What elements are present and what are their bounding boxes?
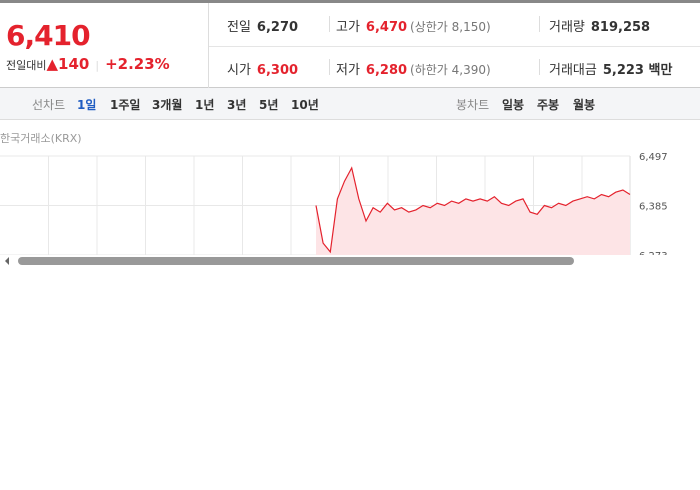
stat-label: 저가 xyxy=(336,63,360,78)
stat-value: 6,270 xyxy=(256,20,299,35)
y-tick-label: 6,385 xyxy=(639,202,668,213)
separator xyxy=(329,16,330,32)
scrollbar[interactable] xyxy=(0,255,700,268)
area xyxy=(316,167,630,255)
stat: 거래대금 5,223 백만 xyxy=(549,59,672,78)
scroll-left[interactable] xyxy=(5,257,9,265)
tab-bar: 선차트 1일 1주일 3개월 1년 3년 5년 10년 봉차트 일봉 주봉 월봉 xyxy=(0,88,700,120)
stat-value: 819,258 xyxy=(590,20,651,35)
stat-label: 거래량 xyxy=(549,20,585,35)
stat-note: (하한가 4,390) xyxy=(410,63,491,77)
stat: 거래량 819,258 xyxy=(549,16,650,35)
tab[interactable]: 3개월 xyxy=(152,98,183,112)
stats-row: 전일 6,270 고가 6,470 (상한가 8,150) 거래량 819,258 xyxy=(209,3,700,47)
tab[interactable]: 3년 xyxy=(227,98,247,112)
tab[interactable]: 주봉 xyxy=(537,98,560,112)
scroll-thumb[interactable] xyxy=(18,257,574,265)
stat-value: 5,223 백만 xyxy=(602,63,673,78)
tab-group-label: 선차트 xyxy=(32,98,66,112)
stat-value: 6,470 xyxy=(365,20,408,35)
tab[interactable]: 1년 xyxy=(195,98,215,112)
stat-label: 거래대금 xyxy=(549,63,597,78)
stat: 전일 6,270 xyxy=(227,16,298,35)
price-box: 6,410 전일대비▲140 | +2.23% xyxy=(0,3,209,88)
quote-panel: 6,410 전일대비▲140 | +2.23% 전일 6,270 고가 6,470 (상한가… xyxy=(0,0,700,88)
tab[interactable]: 1주일 xyxy=(110,98,141,112)
separator xyxy=(539,59,540,75)
stat: 시가 6,300 xyxy=(227,59,298,78)
separator xyxy=(539,16,540,32)
change-rate: +2.23% xyxy=(105,55,170,73)
stat-label: 고가 xyxy=(336,20,360,35)
separator xyxy=(329,59,330,75)
stat: 저가 6,280 (하한가 4,390) xyxy=(336,59,491,78)
tab[interactable]: 일봉 xyxy=(502,98,525,112)
tab[interactable]: 1일 xyxy=(77,98,97,112)
tab[interactable]: 월봉 xyxy=(573,98,596,112)
price: 6,410 xyxy=(6,19,91,52)
tab[interactable]: 5년 xyxy=(259,98,279,112)
change: 전일대비▲140 | +2.23% xyxy=(6,55,170,73)
change-label: 전일대비 xyxy=(6,59,47,72)
stat: 고가 6,470 (상한가 8,150) xyxy=(336,16,491,35)
source: 한국거래소(KRX) xyxy=(0,132,82,145)
up-arrow: ▲ xyxy=(46,55,59,73)
change-value: 140 xyxy=(58,55,90,73)
divider: | xyxy=(95,59,100,72)
stat-note: (상한가 8,150) xyxy=(410,20,491,34)
stat-value: 6,280 xyxy=(365,63,408,78)
stat-value: 6,300 xyxy=(256,63,299,78)
stat-label: 시가 xyxy=(227,63,251,78)
y-tick-label: 6,497 xyxy=(639,152,668,163)
tab-group-label: 봉차트 xyxy=(456,98,490,112)
price-line xyxy=(315,166,631,254)
stat-label: 전일 xyxy=(227,20,251,35)
stats-row: 시가 6,300 저가 6,280 (하한가 4,390) 거래대금 5,223 백만 xyxy=(209,46,700,89)
tab[interactable]: 10년 xyxy=(291,98,319,112)
